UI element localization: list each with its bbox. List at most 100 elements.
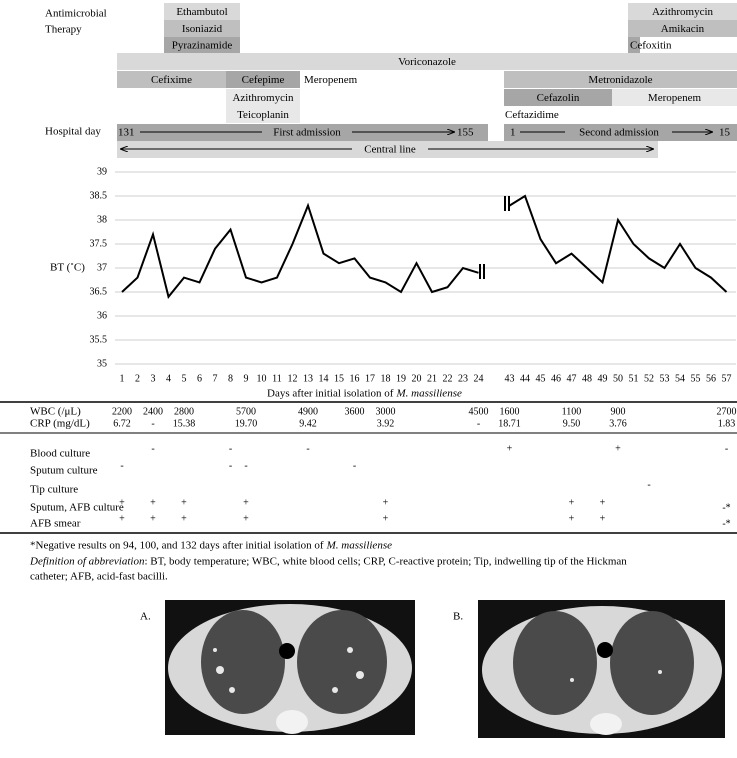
x-tick-label: 43	[505, 373, 515, 384]
table-cell: -	[120, 460, 123, 471]
table-cell: -	[151, 443, 154, 454]
table-cell: +	[569, 513, 575, 524]
drug-label: Pyrazinamide	[172, 40, 233, 52]
table-cell: +	[150, 513, 156, 524]
day-end: 15	[719, 127, 731, 139]
x-tick-label: 17	[365, 373, 375, 384]
image-label: A.	[140, 611, 151, 623]
table-cell: 19.70	[235, 418, 258, 429]
day-start: 1	[510, 127, 516, 139]
drug-label: Ethambutol	[176, 6, 227, 18]
table-cell: +	[150, 497, 156, 508]
x-tick-label: 10	[257, 373, 267, 384]
table-cell: 5700	[236, 406, 256, 417]
x-tick-label: 12	[288, 373, 298, 384]
x-tick-label: 23	[458, 373, 468, 384]
drug-label: Azithromycin	[652, 6, 714, 18]
x-tick-label: 2	[135, 373, 140, 384]
x-tick-label: 47	[567, 373, 577, 384]
y-tick-label: 35.5	[90, 334, 108, 345]
bar-box	[117, 141, 658, 158]
table-cell: +	[119, 497, 125, 508]
y-tick-label: 38	[97, 214, 107, 225]
drug-label: Azithromycin	[232, 92, 294, 104]
drug-label: Amikacin	[661, 23, 705, 35]
drug-label: Voriconazole	[398, 56, 456, 68]
row-label: Tip culture	[30, 484, 78, 496]
table-cell: -*	[722, 502, 730, 513]
drug-label: Cefepime	[242, 74, 285, 86]
therapy-label: Antimicrobial	[45, 8, 107, 20]
table-cell: 2700	[717, 406, 737, 417]
note: : BT, body temperature; WBC, white blood…	[144, 556, 627, 568]
note: Definition of abbreviation	[29, 556, 145, 568]
admission-label: Second admission	[579, 127, 659, 139]
x-tick-label: 5	[182, 373, 187, 384]
row-label: Blood culture	[30, 448, 90, 460]
table-cell: -	[229, 460, 232, 471]
table-cell: +	[119, 513, 125, 524]
x-tick-label: 15	[334, 373, 344, 384]
table-cell: 9.50	[563, 418, 581, 429]
x-tick-label: 8	[228, 373, 233, 384]
table-cell: 3.76	[609, 418, 627, 429]
row-label: AFB smear	[30, 518, 81, 530]
ct-image-b	[478, 600, 725, 738]
x-tick-label: 52	[644, 373, 654, 384]
table-cell: 2400	[143, 406, 163, 417]
y-tick-label: 38.5	[90, 190, 108, 201]
table-cell: 2200	[112, 406, 132, 417]
x-tick-label: 22	[443, 373, 453, 384]
table-cell: +	[243, 513, 249, 524]
table-cell: 2800	[174, 406, 194, 417]
table-cell: 3600	[345, 406, 365, 417]
x-tick-label: 13	[303, 373, 313, 384]
x-tick-label: 11	[272, 373, 282, 384]
row-label: Sputum, AFB culture	[30, 502, 124, 514]
table-cell: +	[243, 497, 249, 508]
table-cell: +	[181, 497, 187, 508]
x-tick-label: 54	[675, 373, 685, 384]
row-label: CRP (mg/dL)	[30, 418, 90, 430]
table-cell: 1.83	[718, 418, 736, 429]
central-line-label: Central line	[364, 144, 416, 156]
table-cell: -	[647, 479, 650, 490]
x-tick-label: 44	[520, 373, 530, 384]
table-cell: 4900	[298, 406, 318, 417]
y-tick-label: 39	[97, 166, 107, 177]
table-cell: -	[229, 443, 232, 454]
x-tick-label: 18	[381, 373, 391, 384]
bar-box	[612, 89, 737, 106]
y-axis-label: BT (˚C)	[50, 262, 85, 274]
table-cell: 1100	[562, 406, 582, 417]
bar-box	[504, 71, 737, 88]
x-tick-label: 24	[474, 373, 484, 384]
x-tick-label: 46	[551, 373, 561, 384]
note: M. massiliense	[326, 540, 393, 552]
y-tick-label: 35	[97, 358, 107, 369]
x-tick-label: 1	[120, 373, 125, 384]
table-cell: -	[244, 460, 247, 471]
table-cell: -	[725, 443, 728, 454]
bar-box	[504, 124, 737, 141]
table-cell: -*	[722, 518, 730, 529]
drug-label: Meropenem	[648, 92, 702, 104]
table-cell: 3.92	[377, 418, 395, 429]
bar-box	[226, 71, 300, 88]
table-cell: +	[181, 513, 187, 524]
x-tick-label: 53	[660, 373, 670, 384]
drug-label: Teicoplanin	[237, 109, 289, 121]
table-cell: 15.38	[173, 418, 196, 429]
row-label: Sputum culture	[30, 465, 98, 477]
table-cell: 9.42	[299, 418, 317, 429]
table-cell: -	[477, 418, 480, 429]
x-tick-label: 57	[722, 373, 732, 384]
table-cell: 900	[611, 406, 626, 417]
table-cell: +	[383, 497, 389, 508]
x-tick-label: 14	[319, 373, 329, 384]
ct-image-a	[165, 600, 415, 735]
note: catheter; AFB, acid-fast bacilli.	[30, 571, 168, 583]
table-cell: 1600	[500, 406, 520, 417]
table-cell: +	[615, 443, 621, 454]
